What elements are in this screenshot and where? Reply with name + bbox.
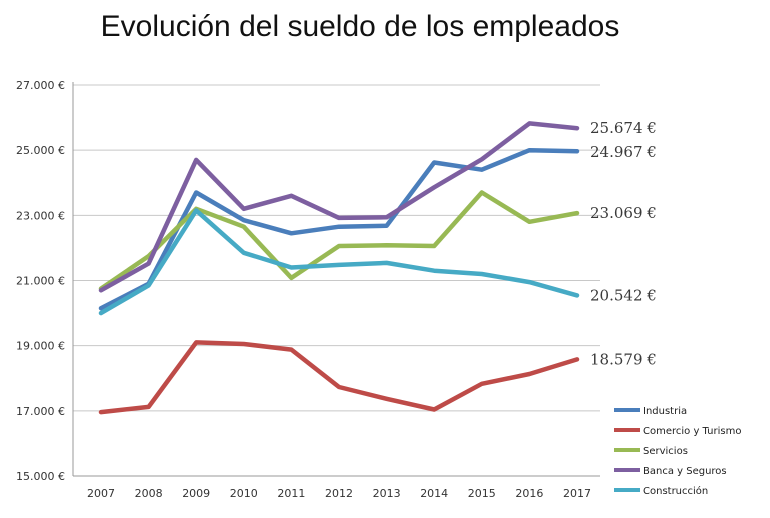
legend-label: Construcción xyxy=(643,485,708,497)
axes xyxy=(72,82,600,477)
end-value-label: 25.674 € xyxy=(590,119,657,137)
legend-label: Industria xyxy=(643,406,687,417)
series-line-comercio-y-turismo xyxy=(98,340,580,415)
x-tick-label: 2007 xyxy=(87,487,115,500)
end-value-labels: 25.674 € 24.967 € 23.069 € 20.542 € 18.579 € xyxy=(590,119,657,368)
x-tick-label: 2010 xyxy=(230,487,258,500)
x-tick-label: 2016 xyxy=(515,487,543,500)
x-axis-ticks: 2007 2008 2009 2010 2011 2012 2013 2014 2015 2016… xyxy=(87,487,591,500)
end-value-label: 24.967 € xyxy=(590,143,657,161)
y-axis-ticks: 15.000 € 17.000 € 19.000 € 21.000 € 23.000 €… xyxy=(16,79,65,483)
series-line-construccion xyxy=(98,208,580,316)
series-lines xyxy=(98,121,580,415)
y-tick-label: 17.000 € xyxy=(16,405,65,418)
y-tick-label: 25.000 € xyxy=(16,144,65,157)
end-value-label: 18.579 € xyxy=(590,350,657,368)
legend-label: Comercio y Turismo xyxy=(643,426,741,437)
x-tick-label: 2008 xyxy=(135,487,163,500)
x-tick-label: 2014 xyxy=(420,487,448,500)
legend-label: Banca y Seguros xyxy=(643,466,727,477)
x-tick-label: 2017 xyxy=(563,487,591,500)
x-tick-label: 2012 xyxy=(325,487,353,500)
y-tick-label: 21.000 € xyxy=(16,275,65,288)
legend-label: Servicios xyxy=(643,446,688,457)
series-line-industria xyxy=(98,147,580,311)
legend: Industria Comercio y Turismo Servicios Banc… xyxy=(614,406,741,497)
series-line-banca-y-seguros xyxy=(98,121,580,293)
x-tick-label: 2009 xyxy=(182,487,210,500)
chart-title: Evolución del sueldo de los empleados xyxy=(100,10,620,43)
x-tick-label: 2011 xyxy=(277,487,305,500)
end-value-label: 20.542 € xyxy=(590,286,657,304)
y-tick-label: 23.000 € xyxy=(16,209,65,222)
y-tick-label: 27.000 € xyxy=(16,79,65,92)
y-tick-label: 19.000 € xyxy=(16,340,65,353)
y-tick-label: 15.000 € xyxy=(16,470,65,483)
series-line-servicios xyxy=(98,190,580,291)
end-value-label: 23.069 € xyxy=(590,204,657,222)
x-tick-label: 2015 xyxy=(468,487,496,500)
x-tick-label: 2013 xyxy=(373,487,401,500)
